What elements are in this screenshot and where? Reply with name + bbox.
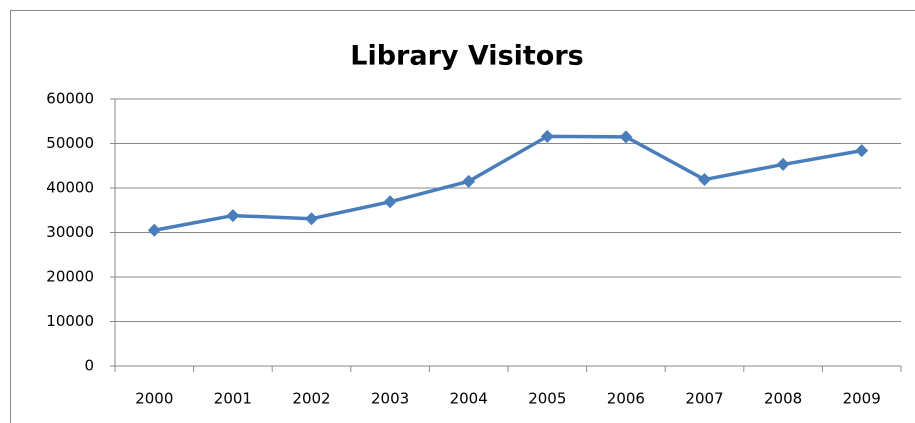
x-tick-label: 2006	[607, 390, 645, 408]
x-tick-label: 2008	[764, 390, 802, 408]
x-tick-label: 2001	[214, 390, 252, 408]
marker	[776, 157, 790, 171]
x-tick-label: 2000	[135, 390, 173, 408]
x-tick-label: 2007	[685, 390, 723, 408]
marker	[462, 174, 476, 188]
x-tick-label: 2009	[843, 390, 881, 408]
marker	[305, 212, 318, 226]
x-tick-label: 2004	[450, 390, 488, 408]
marker	[540, 129, 554, 143]
x-tick-label: 2003	[371, 390, 409, 408]
y-tick-label: 40000	[46, 179, 94, 197]
marker	[383, 195, 397, 209]
x-tick-label: 2002	[292, 390, 330, 408]
y-tick-label: 60000	[46, 90, 94, 108]
marker	[619, 130, 633, 144]
marker	[147, 223, 161, 237]
x-tick-label: 2005	[528, 390, 566, 408]
line	[153, 134, 863, 232]
y-tick-label: 20000	[46, 268, 94, 286]
y-tick-label: 50000	[46, 134, 94, 152]
chart-frame	[10, 10, 915, 423]
y-tick-label: 0	[84, 357, 94, 375]
marker	[855, 144, 869, 158]
marker	[698, 173, 711, 187]
marker	[226, 209, 240, 223]
y-tick-label: 30000	[46, 223, 94, 241]
y-tick-label: 10000	[46, 312, 94, 330]
chart-title: Library Visitors	[350, 41, 583, 72]
